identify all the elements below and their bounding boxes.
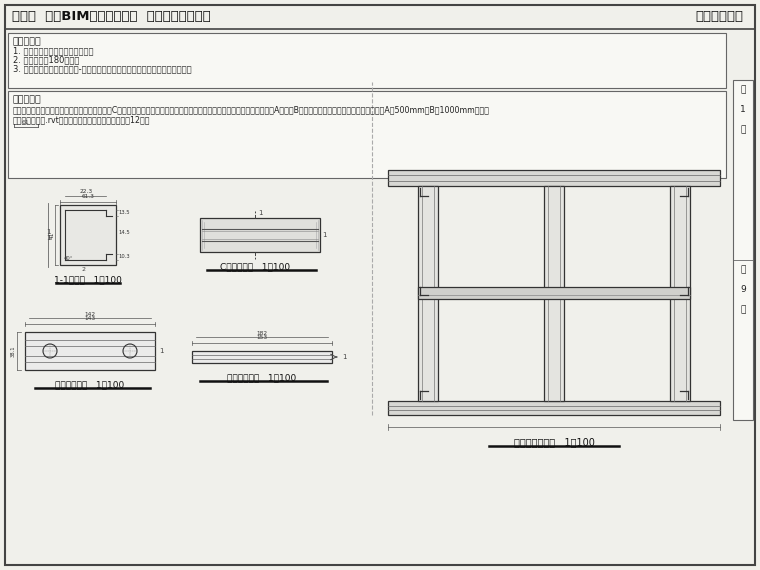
- Text: 143: 143: [84, 316, 96, 321]
- Bar: [388, 401, 720, 415]
- Bar: [418, 186, 438, 401]
- Text: 考试要求：: 考试要求：: [13, 37, 42, 46]
- Text: 9: 9: [740, 286, 746, 295]
- Text: C型钢正视图   1：100: C型钢正视图 1：100: [220, 262, 290, 271]
- Text: 1-1断面图   1：100: 1-1断面图 1：100: [54, 275, 122, 284]
- Text: 2: 2: [81, 267, 85, 272]
- Text: 1: 1: [46, 229, 50, 235]
- Bar: [418, 287, 690, 299]
- Bar: [670, 186, 690, 401]
- Text: 钢底座俯视图   1：100: 钢底座俯视图 1：100: [55, 380, 125, 389]
- Bar: [200, 218, 320, 252]
- Text: 第九期  全国BIM技能等级考试  二级（设备）试题: 第九期 全国BIM技能等级考试 二级（设备）试题: [12, 10, 211, 22]
- Text: 1. 考试方式：计算机操作、闭卷。: 1. 考试方式：计算机操作、闭卷。: [13, 46, 93, 55]
- Bar: [388, 170, 720, 186]
- Bar: [60, 205, 116, 265]
- Bar: [25, 332, 155, 370]
- Text: 182: 182: [256, 331, 268, 336]
- Text: 1: 1: [46, 235, 50, 241]
- Text: 试题部分：: 试题部分：: [13, 95, 42, 104]
- Text: 142: 142: [84, 312, 96, 317]
- Bar: [544, 186, 564, 401]
- Text: 153: 153: [256, 335, 268, 340]
- Text: 10.3: 10.3: [118, 254, 130, 259]
- Text: 13.5: 13.5: [118, 210, 130, 215]
- Text: 41: 41: [49, 231, 55, 239]
- Text: 结果以门型支架.rvt为文件名保存在考生文件夹中。（12分）: 结果以门型支架.rvt为文件名保存在考生文件夹中。（12分）: [13, 115, 150, 124]
- Bar: [192, 351, 332, 363]
- Bar: [8, 33, 726, 88]
- Text: 3. 新建文件夹，以准考证号-姓名命名，用于存放本次考试中生成的全部文件。: 3. 新建文件夹，以准考证号-姓名命名，用于存放本次考试中生成的全部文件。: [13, 64, 192, 73]
- Text: 61: 61: [22, 120, 30, 125]
- Text: 第: 第: [740, 86, 746, 95]
- Text: 38.1: 38.1: [11, 345, 15, 357]
- Text: 共: 共: [740, 266, 746, 275]
- Text: 40°: 40°: [63, 256, 73, 262]
- Text: 14.5: 14.5: [118, 230, 130, 235]
- Bar: [8, 91, 726, 178]
- Text: 1: 1: [342, 354, 347, 360]
- Text: 1: 1: [159, 348, 163, 354]
- Text: 中国图学学会: 中国图学学会: [695, 10, 743, 22]
- Text: 1: 1: [322, 232, 327, 238]
- Text: 22.3: 22.3: [80, 189, 93, 194]
- Text: 1: 1: [258, 210, 262, 216]
- Text: 1: 1: [740, 105, 746, 115]
- Text: 61.3: 61.3: [81, 194, 94, 199]
- Bar: [733, 80, 753, 420]
- Text: 页: 页: [740, 306, 746, 315]
- Text: 页: 页: [740, 125, 746, 135]
- Text: 2. 考试时间：180分钟。: 2. 考试时间：180分钟。: [13, 55, 79, 64]
- Text: 钢底座侧视图   1：100: 钢底座侧视图 1：100: [227, 373, 296, 382]
- Text: 一、右图为门型支架模型主视图，该支架由三代C型钢和两个钢底座组成，根据给定尺寸件图纸，创建支架模型，并设定参满A与距满B（见门型支架钢视图）为可变参数。管径A为: 一、右图为门型支架模型主视图，该支架由三代C型钢和两个钢底座组成，根据给定尺寸件…: [13, 105, 490, 114]
- Text: 门型支架主视图   1：100: 门型支架主视图 1：100: [514, 437, 594, 447]
